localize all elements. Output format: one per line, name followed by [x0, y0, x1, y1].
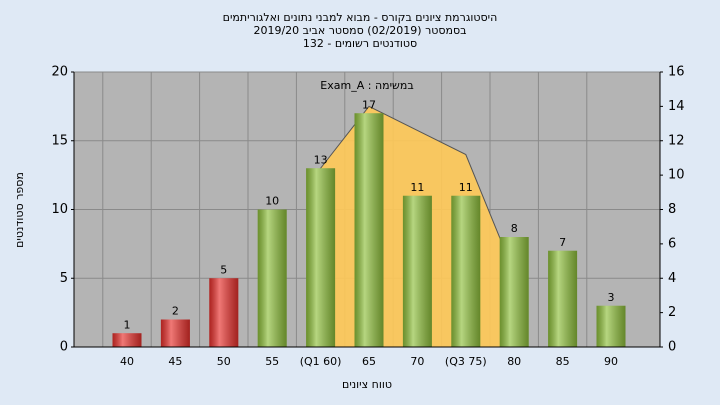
value-label: 11: [410, 181, 424, 194]
value-label: 7: [559, 236, 566, 249]
y-tick-label: 20: [51, 65, 68, 80]
bar-shade: [354, 113, 384, 347]
x-tick-label: 55: [265, 355, 279, 368]
y2-tick-label: 4: [668, 271, 676, 286]
bar-shade: [451, 195, 481, 347]
x-tick-label: 65: [362, 355, 376, 368]
y-tick-label: 10: [51, 202, 68, 217]
value-label: 17: [362, 98, 376, 111]
value-label: 5: [220, 263, 227, 276]
x-tick-label: 70: [410, 355, 424, 368]
y2-tick-label: 14: [668, 99, 685, 114]
y2-tick-label: 10: [668, 168, 685, 183]
bar-shade: [306, 168, 336, 347]
chart-subtitle: בסמסטר (02/2019) סמסטר אביב 2019/20: [253, 24, 466, 37]
x-tick-label: 45: [168, 355, 182, 368]
x-tick-label: 85: [556, 355, 570, 368]
chart-subtitle: סטודנטים רשומים - 132: [303, 37, 417, 50]
y-axis-label: מספר סטודנטים: [13, 172, 26, 248]
bar-shade: [548, 250, 578, 347]
x-tick-label: 90: [604, 355, 618, 368]
value-label: 8: [511, 222, 518, 235]
x-tick-label: (Q3 75): [445, 355, 487, 368]
bar-shade: [112, 333, 142, 347]
value-label: 13: [314, 153, 328, 166]
x-tick-label: 50: [217, 355, 231, 368]
x-axis-label: טווח ציונים: [342, 378, 392, 391]
x-tick-label: (Q1 60): [300, 355, 342, 368]
y-tick-label: 15: [51, 133, 68, 148]
y2-tick-label: 6: [668, 236, 676, 251]
x-tick-label: 80: [507, 355, 521, 368]
y-tick-label: 0: [60, 340, 68, 355]
bar-shade: [596, 305, 626, 347]
x-tick-label: 40: [120, 355, 134, 368]
chart-title: היסטוגרמת ציונים בקורס - מבוא למבני נתונ…: [223, 11, 498, 24]
bar-shade: [402, 195, 432, 347]
bar-shade: [499, 237, 529, 347]
value-label: 10: [265, 195, 279, 208]
bar-shade: [257, 209, 287, 347]
y2-tick-label: 16: [668, 65, 685, 80]
y2-tick-label: 12: [668, 133, 685, 148]
value-label: 3: [608, 291, 615, 304]
bar-shade: [160, 319, 190, 347]
value-label: 1: [124, 318, 131, 331]
y2-tick-label: 2: [668, 305, 676, 320]
y-tick-label: 5: [60, 271, 68, 286]
value-label: 2: [172, 305, 179, 318]
bar-shade: [209, 278, 239, 347]
y2-tick-label: 8: [668, 202, 676, 217]
value-label: 11: [459, 181, 473, 194]
y2-tick-label: 0: [668, 340, 676, 355]
series-label: Exam_A : במשימה: [320, 79, 413, 92]
